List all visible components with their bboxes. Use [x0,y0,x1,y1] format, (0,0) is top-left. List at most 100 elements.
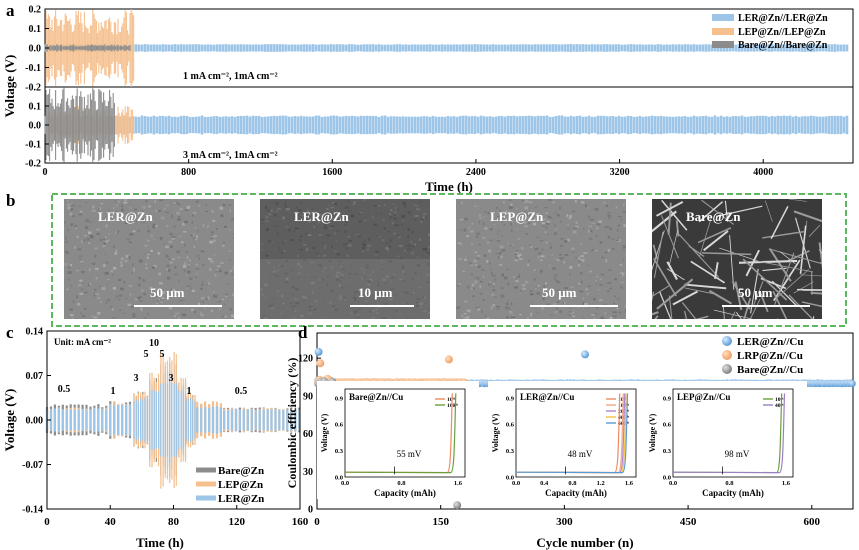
data-point-outlier [581,350,589,359]
sem-background [456,199,626,319]
sem-grain [203,300,205,304]
sem-grain [425,254,427,256]
sem-grain [338,263,340,266]
sem-grain [88,242,91,244]
sem-grain [622,245,626,248]
sem-grain [166,264,170,267]
sem-grain [271,240,274,243]
sem-grain [416,301,419,304]
xtick-label: 80 [168,516,180,528]
sem-grain [487,212,491,215]
sem-grain [191,289,195,292]
sem-grain [529,244,532,246]
sem-grain [515,279,519,282]
sem-grain [419,201,422,204]
sem-grain [76,295,78,299]
sem-grain [149,286,153,290]
sem-grain [609,227,612,230]
sem-grain [171,214,173,217]
sem-grain [182,313,187,317]
sem-grain [348,277,350,279]
sem-grain [553,303,556,306]
sem-grain [367,280,372,283]
sem-grain [121,204,123,208]
sem-grain [273,218,275,220]
sem-grain [599,284,603,286]
inset-ytick-label: 0.9 [335,395,344,402]
sem-grain [129,233,134,236]
sem-grain [117,200,120,203]
sem-fiber [771,280,797,306]
sem-grain [362,246,365,250]
sem-grain [200,297,205,299]
sem-grain [591,222,595,224]
rate-label: 3 [134,373,139,384]
sem-grain [352,297,357,299]
sem-grain [352,203,355,206]
sem-grain [316,217,320,219]
sem-grain [385,242,388,244]
sem-grain [479,285,481,289]
sem-grain [401,267,405,269]
sem-grain [618,216,622,218]
sem-grain [372,215,374,219]
sem-grain [571,247,575,250]
sem-grain [500,256,503,258]
sem-grain [128,241,133,243]
sem-grain [381,268,385,270]
sem-grain [282,242,284,245]
sem-grain [191,221,193,224]
sem-grain [379,292,383,294]
sem-grain [108,284,110,286]
panel-c-xlabel: Time (h) [136,535,184,550]
sem-grain [471,243,473,245]
panel-d-legend-lrp: LRP@Zn//Cu [737,350,803,362]
sem-grain [284,272,288,275]
sem-grain [392,203,395,205]
sem-grain [86,238,90,241]
sem-grain [95,277,98,280]
sem-grain [416,304,420,308]
sem-grain [302,299,306,302]
sem-grain [351,267,354,269]
inset-frame [515,388,637,478]
panel-c-legend-lep: LEP@Zn [218,479,263,491]
sem-grain [596,227,599,229]
sem-grain [339,215,342,219]
sem-grain [311,291,314,294]
sem-grain [602,202,606,204]
sem-grain [113,207,115,210]
sem-grain [184,220,188,224]
sem-grain [138,276,142,280]
sem-grain [117,279,122,281]
sem-grain [489,227,493,231]
sem-grain [622,211,626,213]
sem-grain [210,234,213,236]
sem-grain [362,244,367,247]
sem-grain [160,298,163,300]
sem-grain [194,226,197,229]
sem-grain [388,246,391,249]
inset-3: 0.0 0.8 1.6 0.0 0.3 0.6 0.9 Capacity (mAh) Volta… [645,381,807,499]
sem-fiber [719,247,760,262]
sem-grain [75,227,78,230]
sem-grain [393,294,396,296]
sem-grain [622,272,625,275]
sem-grain [229,209,231,213]
sem-grain [273,267,275,269]
rate-label: 10 [149,338,159,349]
sem-fiber [808,224,821,237]
sem-grain [160,237,163,241]
sem-grain [265,220,270,222]
sem-grain [184,243,186,247]
sem-grain [387,230,390,233]
xtick-label: 0 [314,516,320,528]
sem-grain [294,309,297,312]
sem-grain [477,307,480,311]
sem-grain [358,293,362,295]
sem-grain [470,273,473,276]
sem-grain [524,206,528,210]
panel-b-frame [51,193,847,327]
sem-grain [118,294,123,297]
sem-grain [550,246,552,249]
